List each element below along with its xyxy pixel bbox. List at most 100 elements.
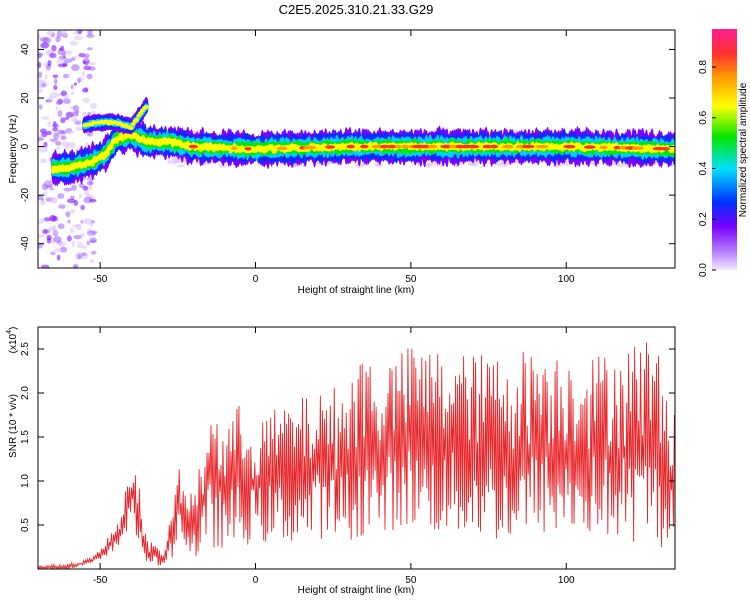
noise-blob	[81, 252, 89, 260]
colorbar-ramp	[712, 29, 737, 270]
snr-x-tick-label: 50	[405, 575, 417, 586]
noise-blob	[84, 53, 90, 59]
noise-blob	[55, 100, 63, 106]
ridge-peak	[448, 144, 458, 149]
noise-blob	[39, 43, 47, 48]
noise-blob	[77, 254, 82, 260]
snr-y-multiplier-close: )	[8, 327, 19, 330]
snr-panel: -50 0 50 100 0.5 1.0 1.5 2.0 2.5 Height of strai…	[6, 326, 676, 596]
noise-blob	[57, 110, 63, 117]
noise-blob	[57, 223, 65, 230]
spectrogram-frame	[37, 29, 676, 269]
snr-y-tick-label: 2.0	[20, 386, 31, 400]
ridge-peak	[386, 144, 397, 149]
noise-blob	[77, 241, 83, 249]
ridge-peak	[522, 144, 535, 149]
noise-blob	[82, 185, 88, 191]
noise-blob	[60, 135, 67, 141]
noise-blob	[38, 71, 43, 79]
noise-blob	[38, 234, 45, 239]
noise-blob	[62, 52, 66, 60]
noise-blob	[67, 235, 72, 242]
snr-x-axis-title: Height of straight line (km)	[298, 585, 415, 596]
spectrogram-x-tick-label: 0	[253, 274, 259, 285]
noise-blob	[50, 196, 58, 204]
ridge-peak	[380, 144, 390, 149]
spectrogram-y-tick-label: -40	[20, 236, 31, 251]
noise-blob	[59, 246, 68, 253]
noise-blob	[44, 74, 48, 80]
noise-blob	[83, 65, 91, 71]
noise-blob	[563, 163, 570, 166]
colorbar-tick-label: 0.4	[698, 161, 709, 175]
noise-blob	[49, 138, 58, 142]
noise-blob	[64, 116, 70, 120]
noise-blob	[89, 102, 97, 110]
noise-blob	[62, 62, 68, 67]
noise-blob	[65, 50, 73, 55]
noise-blob	[69, 227, 75, 234]
branch-blob	[143, 105, 149, 109]
noise-blob	[470, 163, 479, 167]
noise-blob	[84, 141, 89, 148]
noise-blob	[167, 159, 174, 165]
noise-blob	[87, 232, 94, 237]
noise-blob	[70, 112, 80, 117]
noise-blob	[81, 111, 88, 117]
noise-blob	[41, 131, 48, 138]
ridge-peak	[244, 146, 252, 151]
noise-blob	[55, 35, 61, 43]
noise-blob	[38, 84, 45, 89]
noise-blob	[56, 30, 63, 38]
noise-blob	[70, 208, 76, 214]
noise-blob	[47, 60, 52, 67]
colorbar-tick-label: 0.2	[698, 212, 709, 226]
noise-blob	[74, 110, 80, 114]
noise-blob	[56, 58, 66, 65]
noise-blob	[56, 254, 61, 261]
noise-blob	[61, 141, 70, 147]
spectrogram-y-tick-label: 20	[20, 92, 31, 104]
noise-blob	[87, 112, 92, 116]
spectrogram-x-tick-label: 50	[405, 274, 417, 285]
ridge-peak	[583, 145, 596, 149]
snr-y-multiplier: (x104)	[6, 327, 19, 354]
noise-blob	[60, 90, 67, 97]
noise-blob	[62, 30, 67, 37]
noise-blob	[53, 133, 60, 140]
noise-blob	[65, 211, 71, 218]
ridge-peak	[359, 144, 369, 149]
noise-blob	[40, 199, 46, 206]
snr-x-tick-label: -50	[93, 575, 108, 586]
noise-blob	[49, 214, 57, 222]
noise-blob	[377, 163, 383, 167]
noise-blob	[38, 88, 43, 93]
noise-blob	[71, 64, 80, 72]
noise-blob	[46, 30, 54, 36]
ridge-peak	[427, 144, 438, 149]
ridge-peak	[440, 144, 453, 149]
noise-blob	[47, 96, 53, 103]
noise-blob	[53, 122, 58, 129]
noise-blob	[53, 84, 58, 91]
noise-blob	[73, 35, 83, 41]
noise-blob	[176, 164, 185, 168]
snr-x-tick-label: 0	[253, 575, 259, 586]
noise-blob	[60, 117, 66, 124]
noise-blob	[55, 106, 59, 111]
noise-blob	[73, 82, 77, 86]
noise-blob	[71, 91, 75, 95]
noise-blob	[86, 73, 93, 80]
noise-blob	[62, 94, 70, 100]
branch-blob	[130, 122, 136, 127]
spectrogram-x-tick-label: -50	[93, 274, 108, 285]
ridge-peak	[400, 144, 410, 149]
ridge-peak	[535, 144, 549, 149]
ridge-peak	[188, 144, 198, 149]
noise-blob	[174, 160, 184, 164]
spectrogram-panel: -50 0 50 100 -40 -20 0 20 40 Height of straight …	[8, 29, 676, 296]
noise-blob	[89, 259, 94, 263]
noise-blob	[55, 146, 61, 151]
noise-blob	[58, 204, 66, 209]
